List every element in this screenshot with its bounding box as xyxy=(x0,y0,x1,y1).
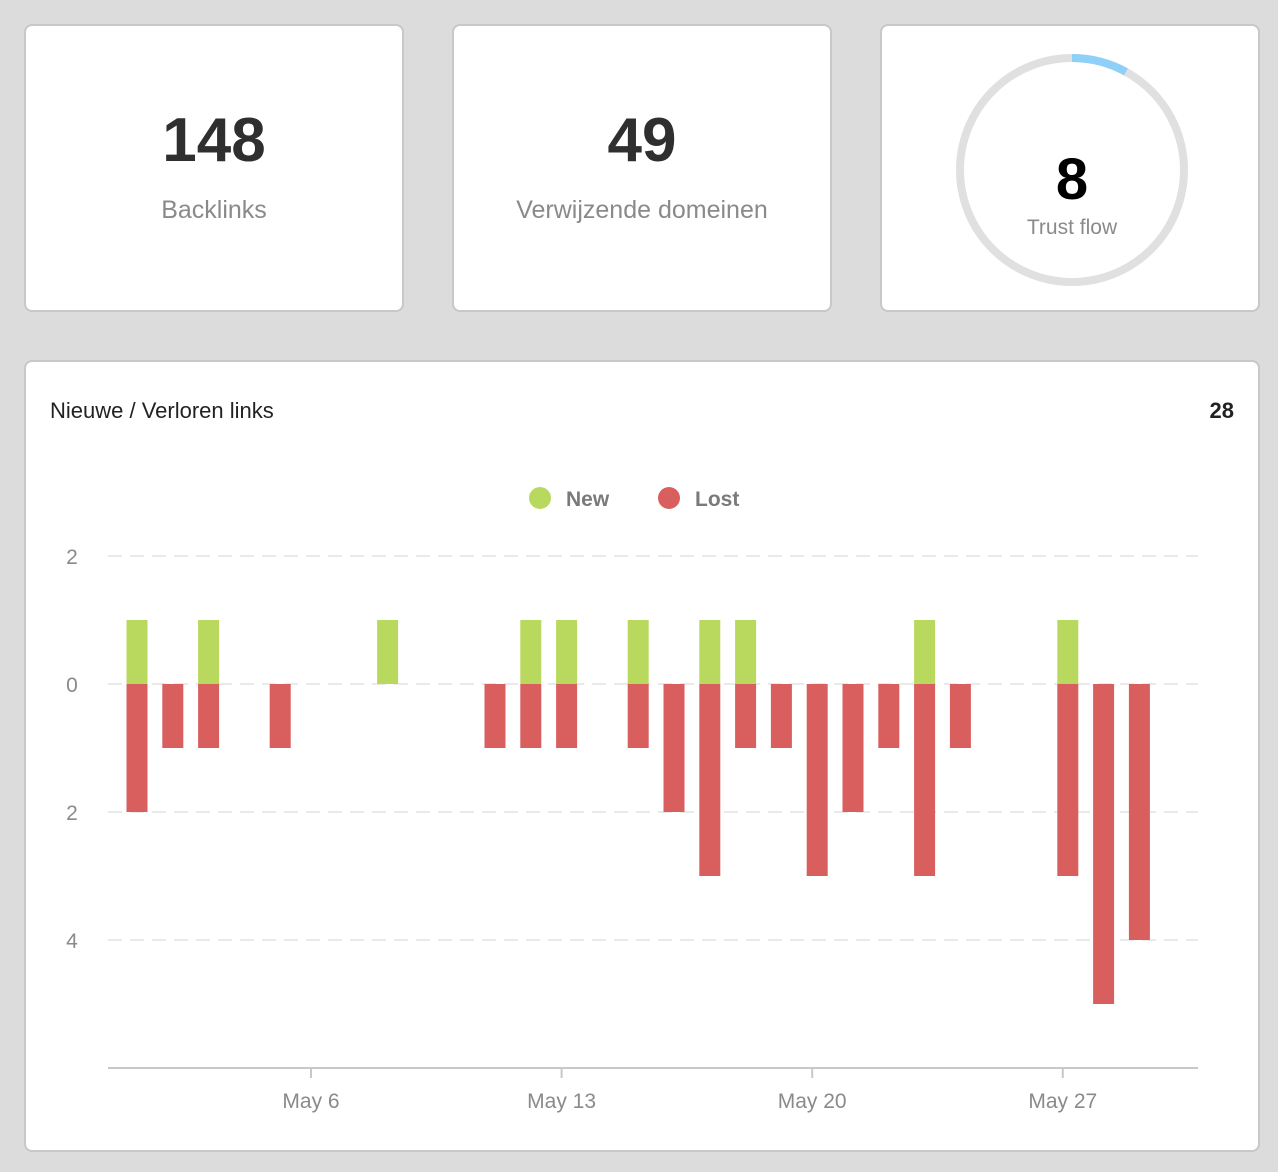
bar-lost[interactable] xyxy=(1128,684,1150,940)
y-tick-label: 2 xyxy=(66,802,78,825)
bar-lost[interactable] xyxy=(1093,684,1115,1004)
bar-lost[interactable] xyxy=(949,684,971,748)
links-bar-chart: New Lost 2 0 2 4 May 6 May 13 May 20 May 27 xyxy=(66,487,1198,1113)
chart-total: 28 xyxy=(1209,398,1234,423)
bar-lost[interactable] xyxy=(806,684,828,876)
bar-lost[interactable] xyxy=(878,684,900,748)
bar-new[interactable] xyxy=(377,620,399,684)
bar-lost[interactable] xyxy=(914,684,936,876)
x-tick-label: May 13 xyxy=(527,1090,596,1113)
trust-flow-ring-progress xyxy=(956,54,1188,286)
y-tick-label: 0 xyxy=(66,674,78,697)
x-tick-label: May 27 xyxy=(1028,1090,1097,1113)
bar-lost[interactable] xyxy=(126,684,148,812)
bar-new[interactable] xyxy=(627,620,649,684)
bar-lost[interactable] xyxy=(842,684,864,812)
y-tick-label: 2 xyxy=(66,546,78,569)
x-tick-label: May 6 xyxy=(282,1090,339,1113)
backlinks-count: 148 xyxy=(162,106,266,175)
trust-flow-value: 8 xyxy=(1055,147,1089,212)
y-tick-label: 4 xyxy=(66,930,78,953)
bar-lost[interactable] xyxy=(269,684,291,748)
bar-lost[interactable] xyxy=(735,684,757,748)
bar-new[interactable] xyxy=(914,620,936,684)
bar-lost[interactable] xyxy=(627,684,649,748)
bar-new[interactable] xyxy=(735,620,757,684)
legend-label-new[interactable]: New xyxy=(566,488,610,511)
links-chart-card: New Lost 2 0 2 4 May 6 May 13 May 20 May 27 Nieuw… xyxy=(24,360,1260,1152)
bar-new[interactable] xyxy=(556,620,578,684)
bar-new[interactable] xyxy=(198,620,220,684)
backlinks-card: 148 Backlinks xyxy=(24,24,404,312)
x-tick-label: May 20 xyxy=(778,1090,847,1113)
bar-lost[interactable] xyxy=(770,684,792,748)
backlinks-label: Backlinks xyxy=(161,196,267,224)
bar-lost[interactable] xyxy=(556,684,578,748)
referring-domains-card: 49 Verwijzende domeinen xyxy=(452,24,832,312)
chart-legend: New Lost xyxy=(529,487,739,511)
bar-lost[interactable] xyxy=(484,684,506,748)
bar-lost[interactable] xyxy=(520,684,542,748)
bar-lost[interactable] xyxy=(162,684,184,748)
bar-new[interactable] xyxy=(699,620,721,684)
referring-domains-label: Verwijzende domeinen xyxy=(516,196,768,224)
bar-new[interactable] xyxy=(1057,620,1079,684)
bar-lost[interactable] xyxy=(198,684,220,748)
legend-swatch-new[interactable] xyxy=(529,487,551,509)
bar-new[interactable] xyxy=(520,620,542,684)
legend-swatch-lost[interactable] xyxy=(658,487,680,509)
trust-flow-card: 8 Trust flow xyxy=(880,24,1260,312)
bar-lost[interactable] xyxy=(1057,684,1079,876)
trust-flow-gauge: 8 Trust flow xyxy=(952,50,1192,290)
chart-title: Nieuwe / Verloren links xyxy=(50,398,274,423)
referring-domains-count: 49 xyxy=(607,106,677,175)
trust-flow-ring xyxy=(956,54,1188,286)
bar-new[interactable] xyxy=(126,620,148,684)
bar-lost[interactable] xyxy=(663,684,685,812)
bar-lost[interactable] xyxy=(699,684,721,876)
trust-flow-label: Trust flow xyxy=(1026,216,1118,239)
legend-label-lost[interactable]: Lost xyxy=(695,488,739,511)
